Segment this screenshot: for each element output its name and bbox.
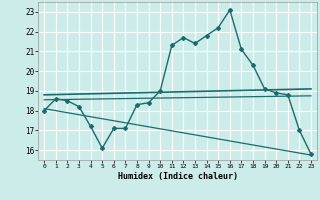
X-axis label: Humidex (Indice chaleur): Humidex (Indice chaleur) bbox=[118, 172, 238, 181]
